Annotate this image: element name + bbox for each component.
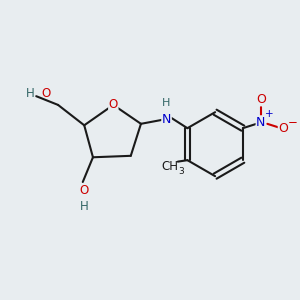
Text: O: O [41,87,51,101]
Text: H: H [80,200,88,213]
Text: N: N [162,113,171,126]
Text: O: O [80,184,89,197]
Text: +: + [265,109,274,119]
Text: −: − [288,116,298,129]
Text: CH: CH [161,160,178,173]
Text: N: N [256,116,266,129]
Text: O: O [109,98,118,111]
Text: 3: 3 [178,167,184,176]
Text: H: H [162,98,171,109]
Text: O: O [278,122,288,135]
Text: O: O [256,93,266,106]
Text: H: H [26,87,35,101]
